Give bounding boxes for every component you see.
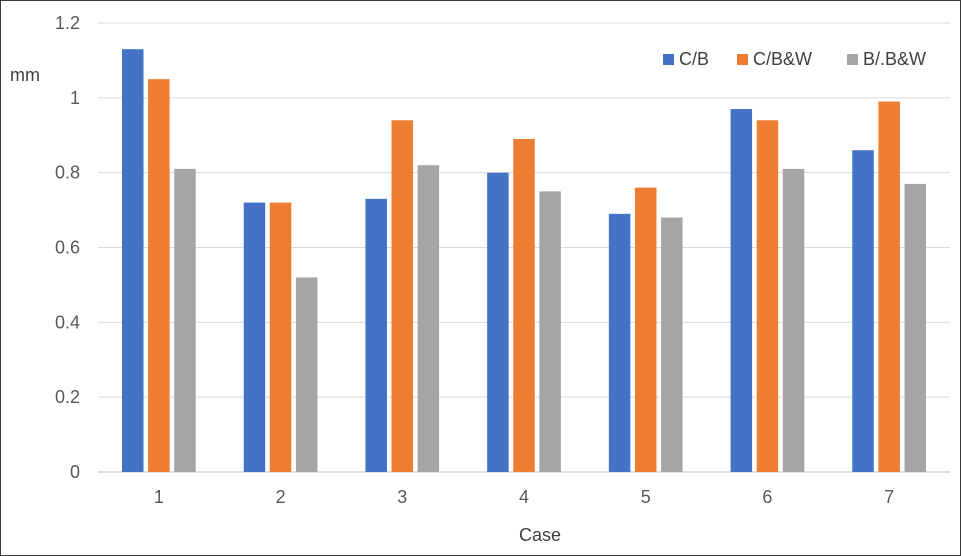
- bar-c-b-w-case-4: [513, 138, 535, 472]
- bar-c-b-case-5: [608, 213, 631, 472]
- y-tick-label: 0: [70, 462, 80, 482]
- y-axis-ticks: 0 0.2 0.4 0.6 0.8 1 1.2: [55, 13, 80, 482]
- legend-swatch: [847, 54, 858, 65]
- bar-b-b-w-case-6: [782, 168, 805, 473]
- bar-c-b-w-case-2: [269, 202, 292, 472]
- x-tick-label: 6: [762, 487, 772, 507]
- bar-c-b-w-case-6: [756, 120, 779, 473]
- bar-c-b-case-4: [487, 172, 509, 472]
- y-tick-label: 0.2: [55, 387, 80, 407]
- y-tick-label: 0.4: [55, 312, 80, 332]
- x-tick-label: 3: [397, 487, 407, 507]
- x-tick-label: 1: [154, 487, 164, 507]
- bar-c-b-w-case-3: [391, 120, 414, 473]
- legend-label: C/B: [679, 49, 709, 69]
- bar-b-b-w-case-2: [295, 277, 318, 472]
- y-tick-label: 1: [70, 88, 80, 108]
- bar-c-b-w-case-1: [148, 79, 170, 472]
- bar-b-b-w-case-3: [417, 165, 440, 472]
- legend-label: C/B&W: [753, 49, 812, 69]
- x-tick-label: 7: [884, 487, 894, 507]
- x-axis-ticks: 1 2 3 4 5 6 7: [154, 487, 894, 507]
- bar-c-b-case-7: [852, 150, 874, 472]
- bar-c-b-case-1: [122, 49, 144, 473]
- bar-c-b-case-3: [365, 198, 387, 472]
- bar-b-b-w-case-5: [661, 217, 683, 472]
- y-axis-label: mm: [10, 65, 40, 85]
- bars: [122, 49, 926, 473]
- legend-swatch: [737, 54, 748, 65]
- x-tick-label: 4: [519, 487, 529, 507]
- bar-c-b-case-2: [243, 202, 266, 472]
- legend: C/B C/B&W B/.B&W: [663, 49, 926, 69]
- y-tick-label: 1.2: [55, 13, 80, 33]
- bar-b-b-w-case-7: [904, 183, 926, 472]
- bar-b-b-w-case-1: [174, 168, 196, 473]
- legend-label: B/.B&W: [863, 49, 926, 69]
- bar-c-b-case-6: [730, 109, 753, 472]
- y-tick-label: 0.8: [55, 163, 80, 183]
- bar-c-b-w-case-5: [634, 187, 657, 472]
- bar-c-b-w-case-7: [878, 101, 900, 472]
- y-tick-label: 0.6: [55, 238, 80, 258]
- x-tick-label: 2: [276, 487, 286, 507]
- legend-swatch: [663, 54, 674, 65]
- x-tick-label: 5: [641, 487, 651, 507]
- x-axis-label: Case: [519, 525, 561, 545]
- bar-b-b-w-case-4: [539, 191, 561, 472]
